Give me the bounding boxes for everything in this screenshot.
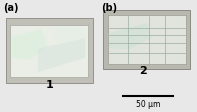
Text: 50 μm: 50 μm	[136, 100, 160, 109]
Polygon shape	[54, 27, 85, 43]
Bar	[10, 25, 88, 77]
Text: 1: 1	[45, 80, 53, 90]
Text: (b): (b)	[101, 3, 118, 13]
Polygon shape	[11, 29, 47, 60]
Polygon shape	[109, 23, 151, 50]
Bar	[6, 18, 93, 83]
Bar	[108, 15, 186, 64]
Bar	[103, 10, 190, 69]
Text: (a): (a)	[3, 3, 18, 13]
Polygon shape	[38, 38, 85, 72]
Text: 2: 2	[139, 66, 147, 76]
